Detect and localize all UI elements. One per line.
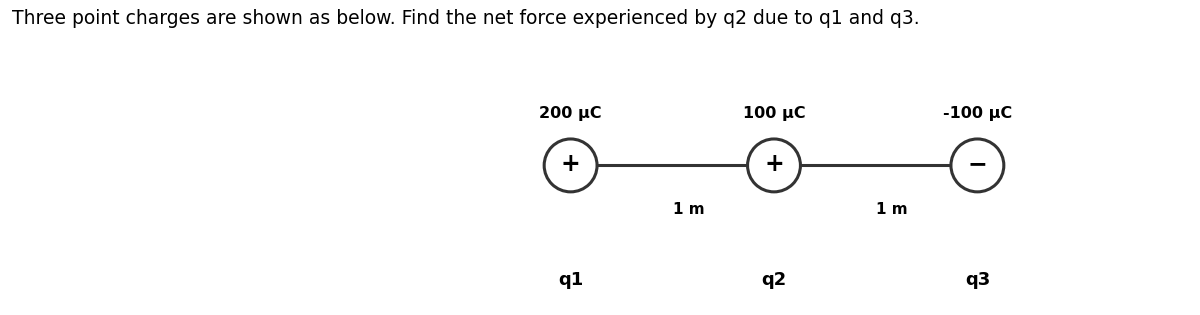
Text: 100 μC: 100 μC <box>743 106 805 121</box>
Text: 200 μC: 200 μC <box>539 106 602 121</box>
Text: q1: q1 <box>558 271 583 289</box>
Circle shape <box>748 139 800 192</box>
Text: 1 m: 1 m <box>673 202 704 217</box>
Text: Three point charges are shown as below. Find the net force experienced by q2 due: Three point charges are shown as below. … <box>12 9 919 28</box>
Circle shape <box>950 139 1004 192</box>
Text: +: + <box>764 152 784 176</box>
Circle shape <box>544 139 598 192</box>
Text: 1 m: 1 m <box>876 202 907 217</box>
Text: q3: q3 <box>965 271 990 289</box>
Text: +: + <box>560 152 581 176</box>
Text: -100 μC: -100 μC <box>943 106 1012 121</box>
Text: −: − <box>967 152 988 176</box>
Text: q2: q2 <box>761 271 787 289</box>
